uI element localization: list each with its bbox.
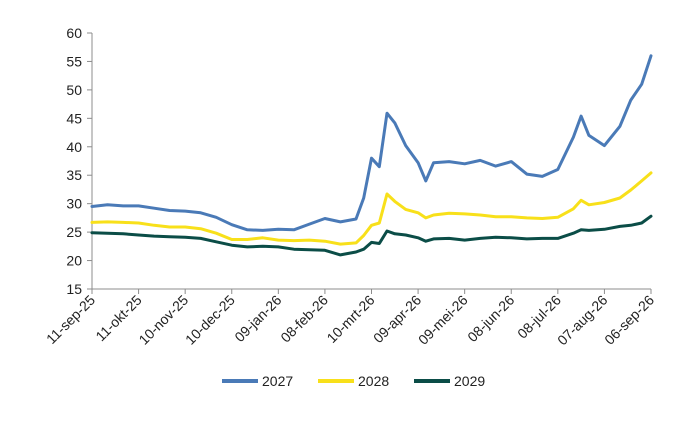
x-tick-label: 09-mei-26 bbox=[415, 292, 471, 348]
series-line-2028 bbox=[90, 171, 653, 246]
x-tick-label: 08-jun-26 bbox=[464, 292, 517, 345]
series-lines bbox=[90, 54, 653, 257]
series-line-2029 bbox=[90, 214, 653, 257]
y-axis-ticks: 15 20 25 30 35 40 45 50 55 60 bbox=[66, 25, 92, 297]
y-tick-label: 55 bbox=[66, 53, 82, 69]
x-tick-label: 06-sep-26 bbox=[601, 292, 657, 348]
x-tick-label: 10-dec-25 bbox=[182, 292, 238, 348]
legend-label-2028: 2028 bbox=[358, 373, 389, 389]
x-tick-label: 10-nov-25 bbox=[135, 292, 191, 348]
y-tick-label: 15 bbox=[66, 281, 82, 297]
y-tick-label: 45 bbox=[66, 110, 82, 126]
y-tick-label: 25 bbox=[66, 224, 82, 240]
legend-label-2029: 2029 bbox=[454, 373, 485, 389]
x-tick-label: 09-jan-26 bbox=[231, 292, 284, 345]
x-tick-label: 08-feb-26 bbox=[277, 292, 331, 346]
legend-label-2027: 2027 bbox=[262, 373, 293, 389]
y-tick-label: 30 bbox=[66, 196, 82, 212]
x-axis-ticks: 11-sep-2511-okt-2510-nov-2510-dec-2509-j… bbox=[43, 289, 657, 348]
y-tick-label: 40 bbox=[66, 139, 82, 155]
y-tick-label: 50 bbox=[66, 82, 82, 98]
y-tick-label: 60 bbox=[66, 25, 82, 41]
legend: 2027 2028 2029 bbox=[222, 373, 485, 389]
x-tick-label: 11-sep-25 bbox=[43, 292, 98, 347]
x-tick-label: 10-mrt-26 bbox=[323, 292, 377, 346]
y-tick-label: 35 bbox=[66, 167, 82, 183]
y-tick-label: 20 bbox=[66, 253, 82, 269]
series-line-2027 bbox=[90, 54, 653, 232]
x-tick-label: 07-aug-26 bbox=[554, 292, 611, 349]
